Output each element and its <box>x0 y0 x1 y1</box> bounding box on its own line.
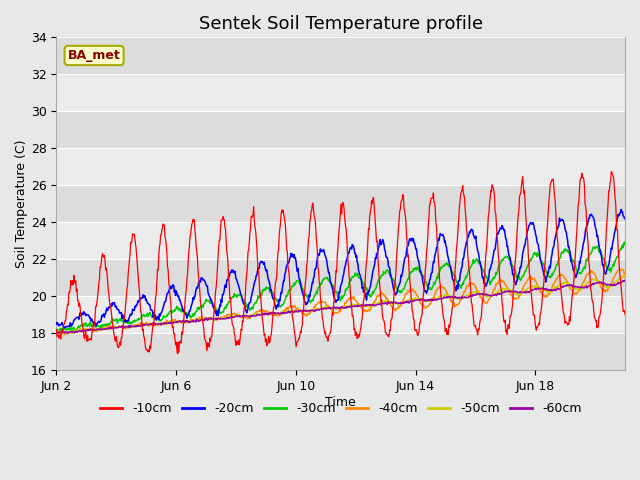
X-axis label: Time: Time <box>325 396 356 408</box>
Bar <box>56 111 625 148</box>
Bar <box>56 259 625 296</box>
Y-axis label: Soil Temperature (C): Soil Temperature (C) <box>15 139 28 268</box>
Text: BA_met: BA_met <box>68 49 120 62</box>
Bar <box>56 185 625 222</box>
Legend: -10cm, -20cm, -30cm, -40cm, -50cm, -60cm: -10cm, -20cm, -30cm, -40cm, -50cm, -60cm <box>95 397 587 420</box>
Bar <box>56 333 625 370</box>
Bar <box>56 222 625 259</box>
Title: Sentek Soil Temperature profile: Sentek Soil Temperature profile <box>198 15 483 33</box>
Bar <box>56 37 625 74</box>
Bar <box>56 148 625 185</box>
Bar <box>56 74 625 111</box>
Bar <box>56 296 625 333</box>
